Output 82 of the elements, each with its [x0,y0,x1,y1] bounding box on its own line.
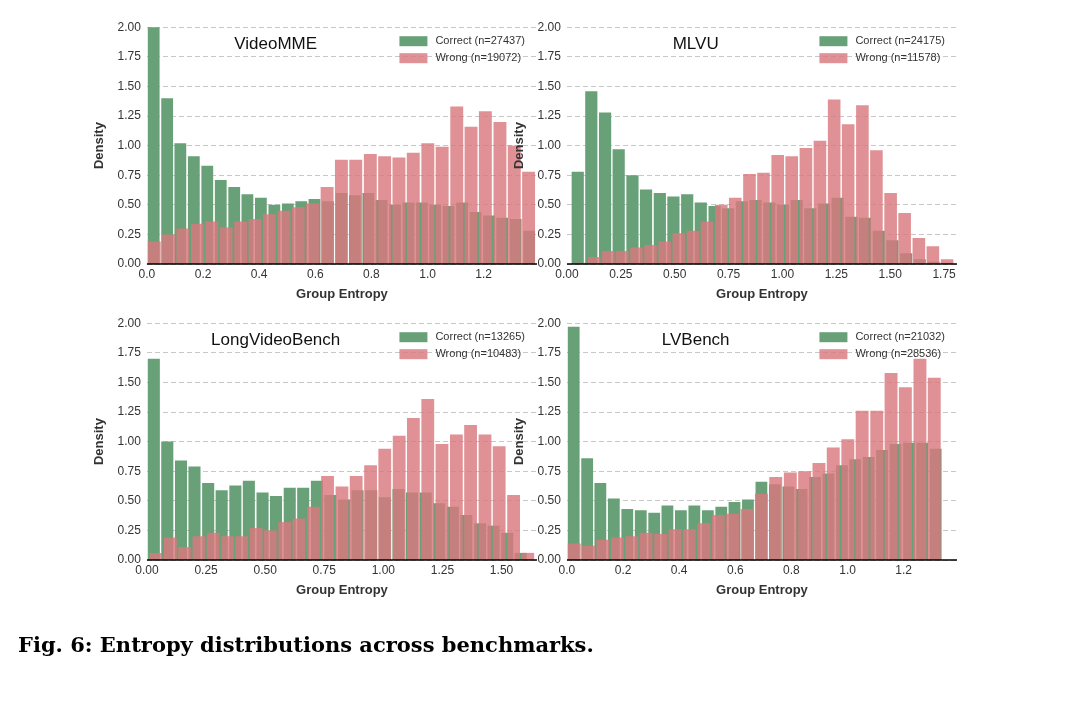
x-tick-label: 0.2 [614,562,632,577]
y-tick-label: 1.25 [117,108,142,123]
y-tick-label: 1.50 [537,78,562,93]
x-tick-label: 1.75 [932,266,957,281]
x-tick-label: 0.50 [663,266,687,281]
chart-title: MLVU [672,33,719,53]
x-tick-label: 1.00 [770,266,795,281]
x-tick-label: 0.6 [726,562,744,577]
y-tick-label: 0.75 [117,463,142,478]
y-tick-label: 0.25 [117,522,142,537]
x-tick-label: 0.4 [250,266,268,281]
x-tick-label: 0.75 [716,266,741,281]
y-tick-label: 1.50 [537,374,562,389]
y-tick-label: 1.25 [117,404,142,419]
y-tick-label: 0.25 [537,522,562,537]
x-tick-label: 0.75 [312,562,337,577]
x-tick-label: 0.25 [609,266,633,281]
y-tick-label: 0.50 [537,197,562,212]
y-tick-label: 0.50 [117,493,142,508]
legend-label: Wrong (n=11578) [855,51,941,64]
y-tick-label: 1.50 [117,374,142,389]
legend-label: Correct (n=21032) [855,330,945,343]
y-tick-label: 1.00 [117,137,142,152]
legend-label: Wrong (n=10483) [435,347,522,360]
y-axis-title: Density [511,417,527,466]
y-tick-label: 1.25 [537,404,562,419]
x-tick-label: 0.50 [253,562,278,577]
legend-label: Correct (n=13265) [435,330,525,343]
y-tick-label: 1.25 [537,108,562,123]
legend-label: Wrong (n=19072) [435,51,522,64]
x-tick-label: 0.0 [138,266,156,281]
chart-title: LVBench [661,329,730,349]
y-tick-label: 1.00 [537,137,562,152]
y-tick-label: 1.75 [537,49,562,64]
y-axis-title: Density [91,417,107,466]
y-tick-label: 0.25 [117,226,142,241]
x-tick-label: 1.50 [878,266,903,281]
y-tick-label: 1.75 [537,345,562,360]
chart-title: VideoMME [234,33,318,53]
legend-label: Correct (n=24175) [855,34,945,47]
x-tick-label: 0.6 [306,266,324,281]
legend-label: Wrong (n=28536) [855,347,942,360]
y-axis-title: Density [511,121,527,170]
x-tick-label: 1.25 [824,266,849,281]
x-tick-label: 1.00 [371,562,396,577]
x-tick-label: 1.25 [430,562,455,577]
y-tick-label: 0.25 [537,226,562,241]
legend-label: Correct (n=27437) [435,34,525,47]
x-tick-label: 0.00 [135,562,159,577]
y-tick-label: 2.00 [537,19,562,34]
x-tick-label: 0.0 [558,562,576,577]
caption: Fig. 6: Entropy distributions across benchmarks. [18,632,595,657]
y-tick-label: 1.75 [117,345,142,360]
x-axis-title: Group Entropy [716,285,809,301]
y-tick-label: 2.00 [117,315,142,330]
y-tick-label: 1.50 [117,78,142,93]
x-tick-label: 0.25 [194,562,219,577]
x-axis-title: Group Entropy [296,581,389,597]
y-tick-label: 2.00 [117,19,142,34]
chart-title: LongVideoBench [211,329,341,349]
x-axis-title: Group Entropy [716,581,809,597]
x-axis-title: Group Entropy [296,285,389,301]
y-tick-label: 1.00 [537,433,562,448]
x-tick-label: 1.0 [839,562,857,577]
y-tick-label: 2.00 [537,315,562,330]
x-tick-label: 0.00 [555,266,579,281]
x-tick-label: 1.2 [895,562,913,577]
y-tick-label: 0.75 [117,167,142,182]
y-tick-label: 0.75 [537,167,562,182]
x-tick-label: 1.2 [475,266,493,281]
y-tick-label: 1.75 [117,49,142,64]
x-tick-label: 1.50 [489,562,514,577]
y-axis-title: Density [91,121,107,170]
x-tick-label: 1.0 [419,266,437,281]
x-tick-label: 0.2 [194,266,212,281]
y-tick-label: 0.50 [117,197,142,212]
x-tick-label: 0.8 [363,266,381,281]
x-tick-label: 0.8 [783,562,801,577]
y-tick-label: 1.00 [117,433,142,448]
y-tick-label: 0.75 [537,463,562,478]
x-tick-label: 0.4 [670,562,688,577]
y-tick-label: 0.50 [537,493,562,508]
